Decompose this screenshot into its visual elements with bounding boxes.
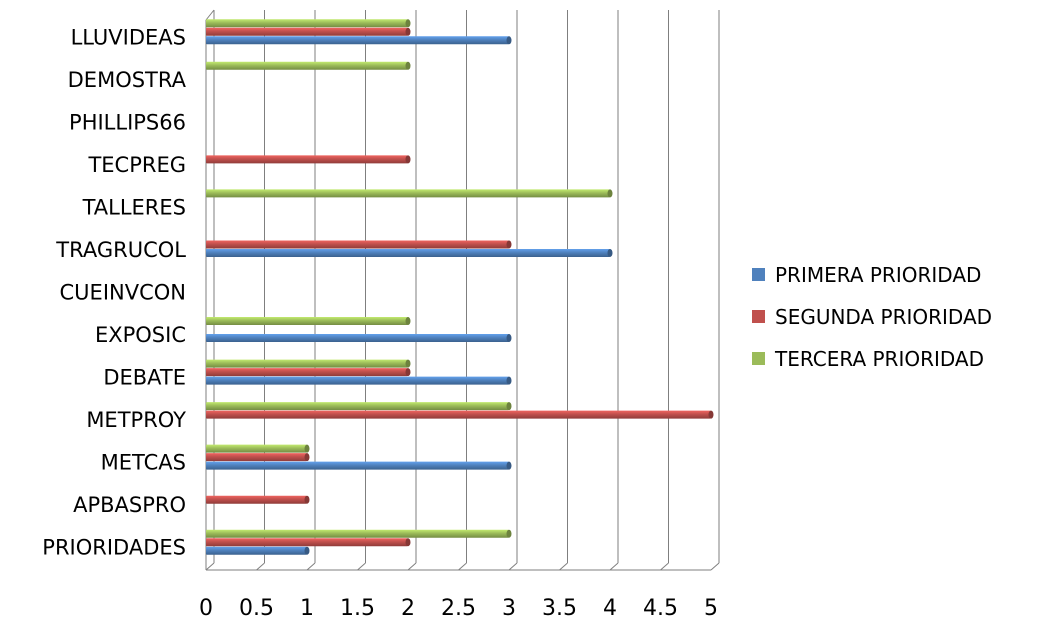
legend-label: PRIMERA PRIORIDAD	[775, 263, 981, 287]
bar-end-cap	[406, 538, 411, 546]
bar-segunda-prioridad	[206, 155, 408, 163]
bar-end-cap	[406, 155, 411, 163]
bar-end-cap	[406, 19, 411, 27]
legend-swatch	[752, 352, 765, 365]
bar-end-cap	[507, 402, 512, 410]
bar-segunda-prioridad	[206, 411, 711, 419]
bar-end-cap	[709, 411, 714, 419]
category-labels: PRIORIDADES APBASPRO METCAS METPROY DEBATE EX…	[42, 25, 186, 559]
x-tick-label: 2.5	[441, 596, 476, 621]
bar-segunda-prioridad	[206, 538, 408, 546]
bar-segunda-prioridad	[206, 240, 509, 248]
bar-end-cap	[507, 240, 512, 248]
bar-end-cap	[406, 28, 411, 36]
bar-tercera-prioridad	[206, 445, 307, 453]
category-label: PRIORIDADES	[42, 536, 186, 560]
gridline-depth	[206, 563, 214, 570]
x-tick-label: 1	[300, 596, 314, 621]
legend-swatch	[752, 310, 765, 323]
category-label: DEBATE	[103, 366, 186, 390]
bar-end-cap	[406, 368, 411, 376]
x-tick-label: 1.5	[340, 596, 375, 621]
legend-swatch	[752, 268, 765, 281]
bar-primera-prioridad	[206, 334, 509, 342]
x-tick-label: 4	[603, 596, 617, 621]
gridline-depth	[408, 563, 416, 570]
category-label: DEMOSTRA	[68, 68, 187, 92]
bar-end-cap	[608, 189, 613, 197]
category-label: APBASPRO	[73, 493, 186, 517]
x-tick-label: 3.5	[542, 596, 577, 621]
bar-primera-prioridad	[206, 377, 509, 385]
bar-segunda-prioridad	[206, 453, 307, 461]
bar-tercera-prioridad	[206, 317, 408, 325]
bar-tercera-prioridad	[206, 360, 408, 368]
category-label: EXPOSIC	[95, 323, 186, 347]
bar-segunda-prioridad	[206, 368, 408, 376]
category-label: TALLERES	[82, 195, 186, 219]
x-tick-label: 3	[502, 596, 516, 621]
bar-end-cap	[305, 453, 310, 461]
legend-label: SEGUNDA PRIORIDAD	[775, 305, 992, 329]
x-tick-label: 0.5	[239, 596, 274, 621]
bar-tercera-prioridad	[206, 530, 509, 538]
bar-end-cap	[608, 249, 613, 257]
gridline-depth	[711, 563, 719, 570]
legend-label: TERCERA PRIORIDAD	[774, 347, 984, 371]
category-label: TRAGRUCOL	[55, 238, 186, 262]
category-label: PHILLIPS66	[69, 110, 186, 134]
bar-primera-prioridad	[206, 547, 307, 555]
bar-end-cap	[305, 445, 310, 453]
x-tick-label: 2	[401, 596, 415, 621]
bar-end-cap	[406, 62, 411, 70]
bar-tercera-prioridad	[206, 402, 509, 410]
bar-tercera-prioridad	[206, 189, 610, 197]
gridline-depth	[661, 563, 669, 570]
bar-tercera-prioridad	[206, 19, 408, 27]
category-label: CUEINVCON	[60, 281, 186, 305]
gridline-depth	[509, 563, 517, 570]
y-axis-depth	[206, 10, 214, 20]
category-label: METPROY	[86, 408, 186, 432]
bar-primera-prioridad	[206, 249, 610, 257]
bars	[206, 19, 714, 554]
bar-primera-prioridad	[206, 36, 509, 44]
x-tick-label: 5	[704, 596, 718, 621]
legend: PRIMERA PRIORIDAD SEGUNDA PRIORIDAD TERCER…	[752, 263, 992, 371]
bar-end-cap	[507, 462, 512, 470]
bar-segunda-prioridad	[206, 496, 307, 504]
gridline-depth	[358, 563, 366, 570]
bar-end-cap	[305, 496, 310, 504]
bar-end-cap	[406, 317, 411, 325]
bar-segunda-prioridad	[206, 28, 408, 36]
bar-end-cap	[507, 530, 512, 538]
gridline-depth	[610, 563, 618, 570]
gridline-depth	[257, 563, 265, 570]
bar-end-cap	[507, 36, 512, 44]
gridline-depth	[307, 563, 315, 570]
x-tick-label: 0	[199, 596, 213, 621]
category-label: LLUVIDEAS	[71, 25, 186, 49]
bar-end-cap	[507, 334, 512, 342]
bar-end-cap	[305, 547, 310, 555]
category-label: TECPREG	[87, 153, 186, 177]
category-label: METCAS	[101, 451, 186, 475]
bar-end-cap	[406, 360, 411, 368]
gridline-depth	[459, 563, 467, 570]
gridline-depth	[560, 563, 568, 570]
bar-primera-prioridad	[206, 462, 509, 470]
x-tick-labels: 0 0.5 1 1.5 2 2.5 3 3.5 4 4.5 5	[199, 596, 718, 621]
grid-lines	[206, 10, 719, 570]
x-tick-label: 4.5	[643, 596, 678, 621]
chart-axes	[206, 10, 711, 570]
bar-end-cap	[507, 377, 512, 385]
bar-tercera-prioridad	[206, 62, 408, 70]
